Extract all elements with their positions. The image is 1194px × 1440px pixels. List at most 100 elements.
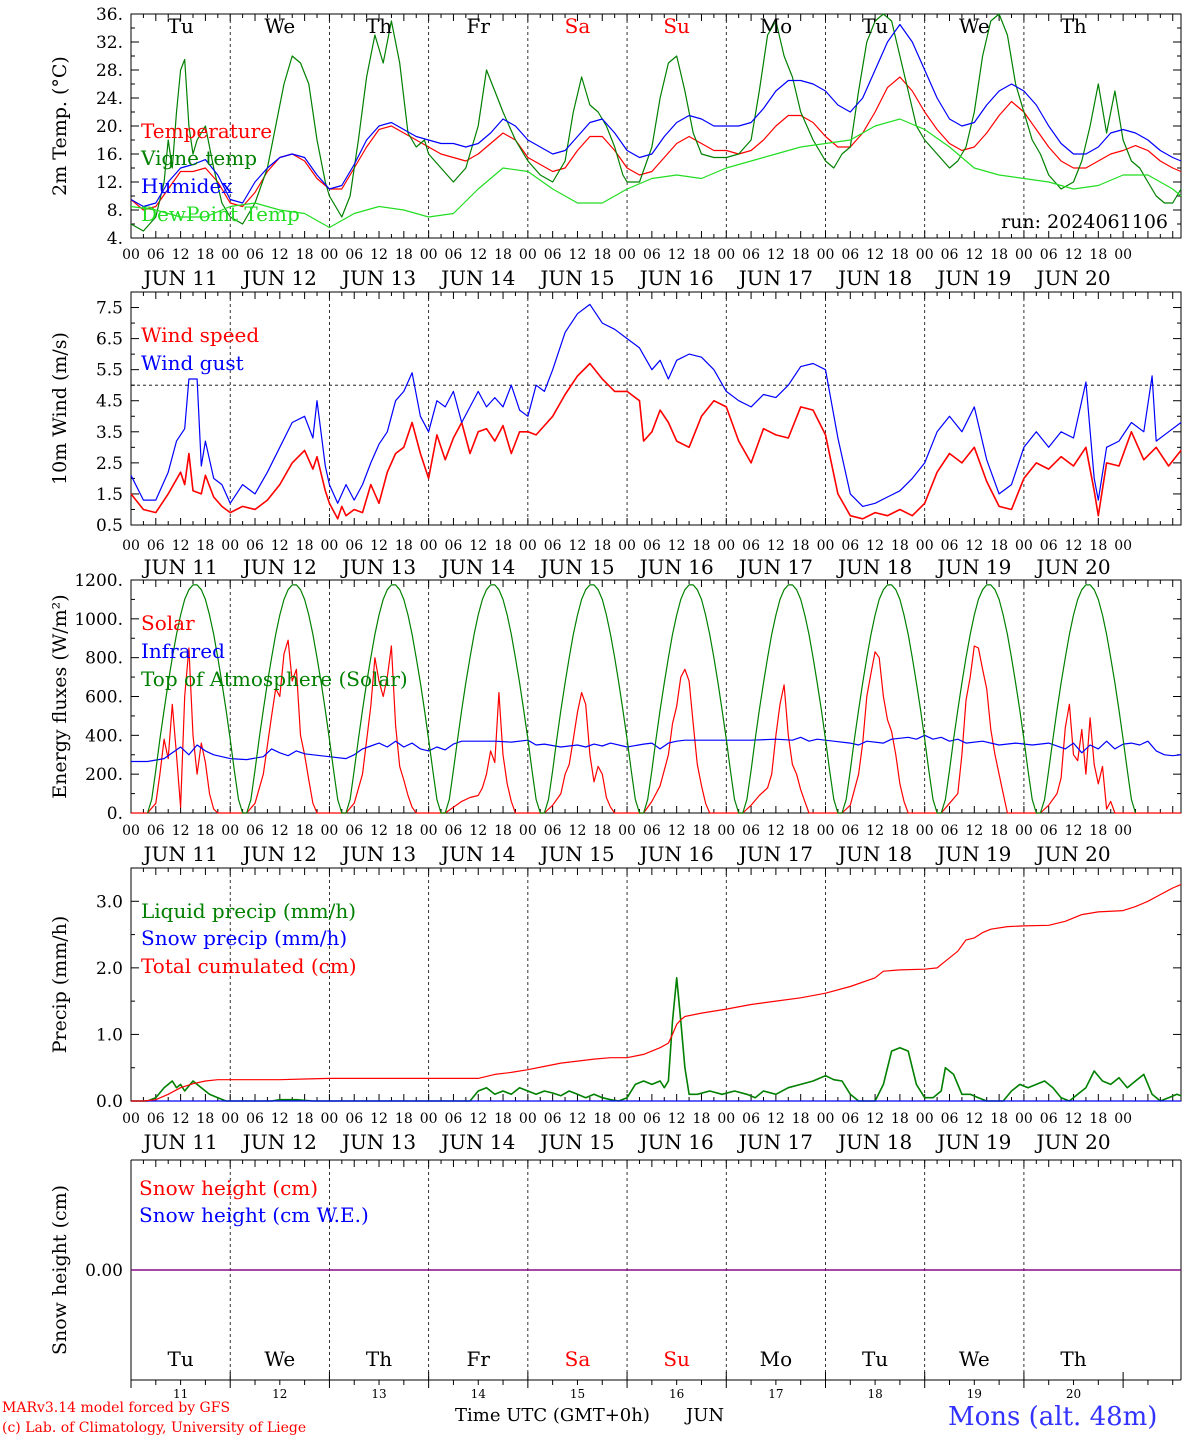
hour-tick-label: 06 [544,823,562,839]
hour-tick-label: 18 [891,1111,909,1127]
hour-tick-label: 06 [345,247,363,263]
series-line-wind-gust [130,303,1182,507]
hour-tick-label: 00 [321,247,339,263]
hour-tick-label: 00 [1114,1111,1132,1127]
hour-tick-label: 06 [941,823,959,839]
hour-tick-label: 00 [1114,247,1132,263]
date-label: JUN 14 [439,842,515,866]
hour-tick-label: 18 [196,538,214,554]
hour-tick-label: 12 [569,538,587,554]
hour-tick-label: 18 [792,247,810,263]
hour-tick-label: 00 [221,247,239,263]
hour-tick-label: 06 [345,823,363,839]
hour-tick-label: 00 [1015,823,1033,839]
day-number: 11 [173,1387,188,1401]
weekday-label: Th [366,1347,392,1371]
hour-tick-label: 00 [717,538,735,554]
hour-tick-label: 18 [296,1111,314,1127]
hour-tick-label: 06 [246,823,264,839]
weekday-label: Th [366,14,392,38]
lab-credit: (c) Lab. of Climatology, University of L… [2,1420,307,1436]
date-label: JUN 20 [1034,266,1110,290]
weekday-label: Su [663,14,690,38]
series-line-wind-speed [130,362,1182,520]
weekday-label: Tu [862,1347,888,1371]
legend-humidex: Humidex [141,174,233,198]
y-axis-title: 10m Wind (m/s) [49,332,71,485]
date-label: JUN 12 [241,555,317,579]
hour-tick-label: 18 [990,538,1008,554]
hour-tick-label: 06 [345,538,363,554]
weekday-label: Fr [467,14,491,38]
run-label: run: 2024061106 [1001,211,1168,233]
hour-tick-label: 06 [643,538,661,554]
y-tick-label: 0. [107,804,123,824]
hour-tick-label: 00 [817,538,835,554]
hour-tick-label: 12 [370,538,388,554]
hour-tick-label: 06 [841,247,859,263]
hour-tick-label: 12 [866,247,884,263]
hour-tick-label: 12 [172,247,190,263]
hour-tick-label: 06 [147,247,165,263]
hour-tick-label: 00 [221,823,239,839]
hour-tick-label: 18 [395,538,413,554]
plot-frame-1 [130,291,1182,526]
date-label: JUN 16 [638,555,714,579]
date-label: JUN 15 [538,266,614,290]
y-tick-label: 5.5 [96,361,123,381]
series-line-humidex [130,23,1182,208]
date-label: JUN 13 [340,842,416,866]
date-label: JUN 11 [142,266,218,290]
hour-tick-label: 12 [271,247,289,263]
hour-tick-label: 06 [742,1111,760,1127]
hour-tick-label: 00 [618,538,636,554]
hour-tick-label: 06 [246,1111,264,1127]
hour-tick-label: 06 [1040,1111,1058,1127]
hour-tick-label: 18 [196,823,214,839]
hour-tick-label: 18 [1089,538,1107,554]
hour-tick-label: 12 [668,247,686,263]
hour-tick-label: 06 [941,247,959,263]
hour-tick-label: 18 [196,247,214,263]
day-number: 13 [371,1387,386,1401]
hour-tick-label: 06 [246,538,264,554]
hour-tick-label: 18 [593,1111,611,1127]
date-label: JUN 13 [340,1130,416,1154]
weekday-label: Th [1060,14,1086,38]
hour-tick-label: 00 [618,823,636,839]
y-tick-label: 200. [85,765,123,785]
hour-tick-label: 00 [519,247,537,263]
hour-tick-label: 00 [420,247,438,263]
hour-tick-label: 12 [569,823,587,839]
hour-tick-label: 18 [1089,1111,1107,1127]
date-label: JUN 19 [935,555,1011,579]
hour-tick-label: 00 [1114,538,1132,554]
hour-tick-label: 12 [370,247,388,263]
weekday-label: Th [1060,1347,1086,1371]
y-tick-label: 800. [85,649,123,669]
hour-tick-label: 06 [147,538,165,554]
hour-tick-label: 00 [221,1111,239,1127]
legend-solar: Solar [141,611,195,635]
station-label: Mons (alt. 48m) [948,1402,1158,1432]
hour-tick-label: 18 [296,823,314,839]
date-label: JUN 18 [836,1130,912,1154]
date-label: JUN 15 [538,1130,614,1154]
hour-tick-label: 12 [866,823,884,839]
hour-tick-label: 06 [147,1111,165,1127]
weekday-label: Sa [565,14,591,38]
series-line-solar [131,639,1181,814]
hour-tick-label: 00 [916,1111,934,1127]
hour-tick-label: 18 [693,1111,711,1127]
hour-tick-label: 12 [569,1111,587,1127]
hour-tick-label: 18 [395,247,413,263]
hour-tick-label: 12 [469,538,487,554]
y-axis-title: Snow height (cm) [49,1185,71,1355]
series-line-infrared [131,734,1182,763]
date-label: JUN 11 [142,842,218,866]
hour-tick-label: 18 [196,1111,214,1127]
hour-tick-label: 00 [1114,823,1132,839]
date-label: JUN 12 [241,842,317,866]
hour-tick-label: 12 [965,1111,983,1127]
weekday-label: We [959,14,990,38]
